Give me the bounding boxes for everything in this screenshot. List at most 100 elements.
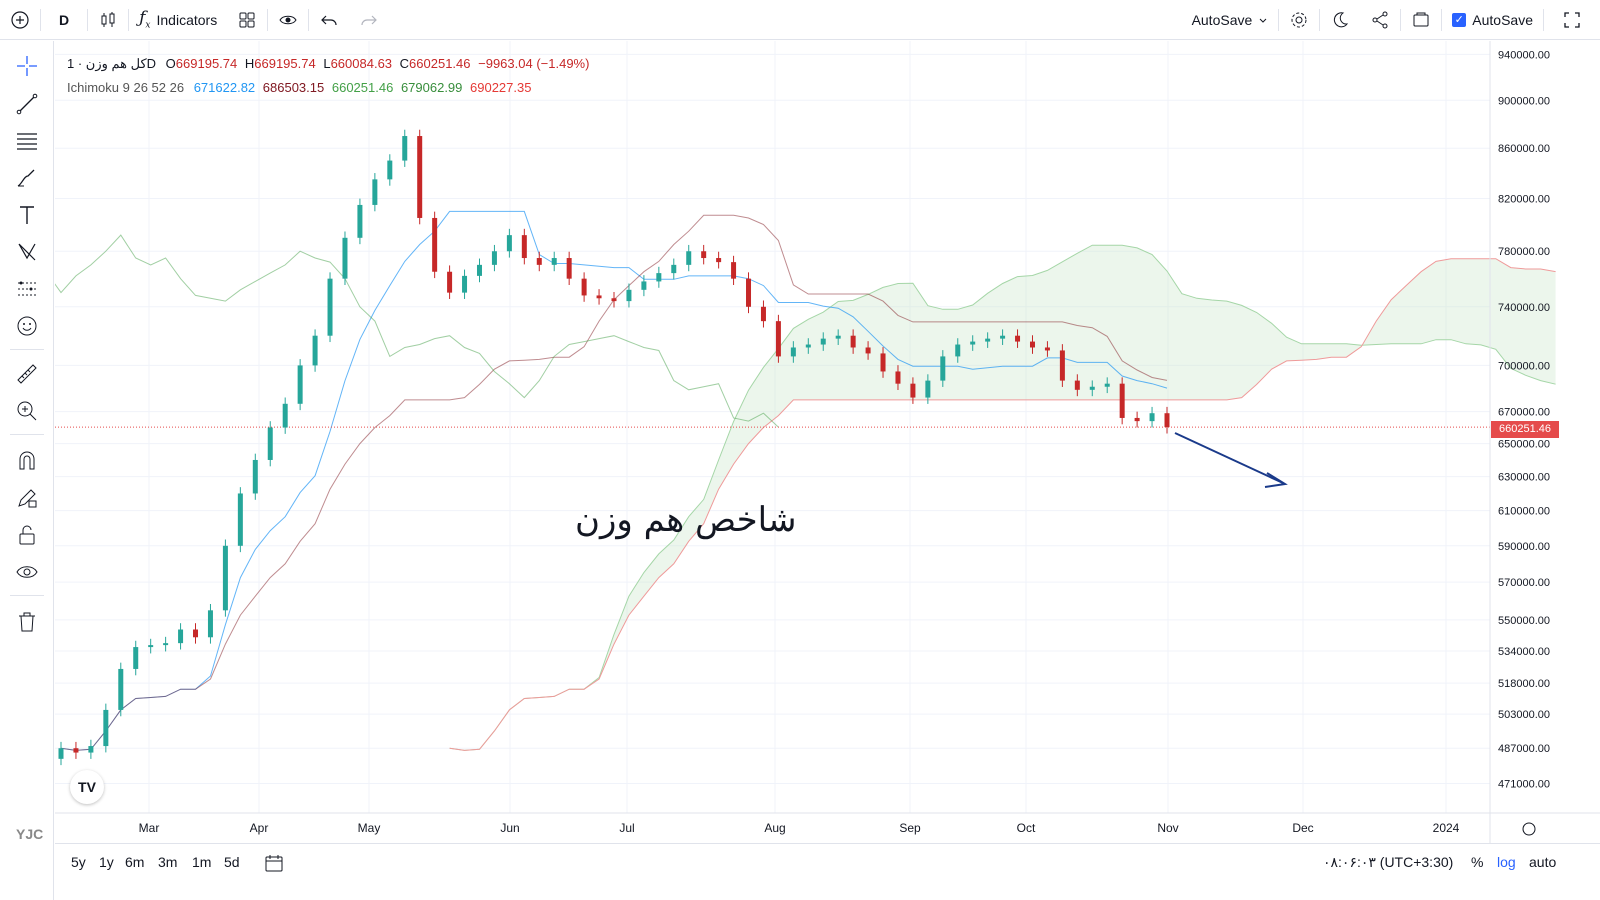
calendar-icon[interactable] [263, 852, 285, 874]
chart-type-button[interactable] [88, 0, 128, 40]
add-symbol-button[interactable] [0, 0, 40, 40]
range-5y[interactable]: 5y [71, 854, 86, 870]
fullscreen-icon [1564, 12, 1580, 28]
range-1m[interactable]: 1m [192, 854, 212, 870]
candle-body [447, 271, 453, 293]
chart-text-annotation[interactable]: شاخص هم وزن [575, 500, 797, 540]
axis-settings-icon[interactable] [1522, 822, 1536, 836]
settings-button[interactable] [1279, 0, 1319, 40]
checkmark-icon: ✓ [1452, 13, 1467, 27]
candle-body [372, 179, 378, 205]
drawing-toolbar [0, 41, 54, 900]
pattern-tool[interactable] [12, 237, 42, 267]
icon-tool[interactable] [12, 311, 42, 341]
candle-body [462, 275, 468, 293]
candle-body [731, 262, 737, 279]
candle-body [118, 668, 124, 710]
time-axis[interactable]: Mar Apr May Jun Jul Aug Sep Oct Nov Dec 2024 [55, 812, 1600, 836]
candle-body [925, 380, 931, 398]
autosave-check-label: AutoSave [1472, 12, 1533, 28]
magnet-tool[interactable] [12, 446, 42, 476]
candle-body [910, 383, 916, 398]
autosave-dropdown[interactable]: AutoSave [1182, 0, 1279, 40]
time-tick-label: Oct [1017, 821, 1036, 835]
indicator-row[interactable]: Ichimoku 9 26 52 26 671622.82 686503.15 … [67, 76, 589, 100]
toolbar-divider [40, 8, 41, 31]
candle-body [222, 545, 228, 611]
candle-body [805, 344, 811, 348]
price-axis[interactable]: 940000.00 900000.00 860000.00 820000.00 7800… [1489, 41, 1550, 843]
crosshair-tool[interactable] [12, 51, 42, 81]
ichimoku-cloud [449, 244, 1556, 751]
visibility-button[interactable] [268, 0, 308, 40]
redo-button[interactable] [349, 0, 389, 40]
magnet-icon [19, 451, 35, 470]
percent-toggle[interactable]: % [1471, 854, 1484, 870]
interval-button[interactable]: D [41, 0, 87, 40]
theme-button[interactable] [1320, 0, 1360, 40]
measure-tool[interactable] [12, 359, 42, 389]
candle-body [686, 251, 692, 265]
autosave-checkbox[interactable]: ✓ AutoSave [1442, 0, 1543, 40]
candle-body [163, 643, 169, 646]
auto-toggle[interactable]: auto [1529, 854, 1557, 870]
share-button[interactable] [1360, 0, 1400, 40]
candle-body [88, 746, 94, 753]
indicators-button[interactable]: ƒx Indicators [129, 0, 227, 40]
trend-arrow-line[interactable] [1174, 432, 1284, 484]
price-tick-label: 610000.00 [1498, 506, 1550, 518]
fib-tool[interactable] [12, 126, 42, 156]
price-tick-label: 650000.00 [1498, 439, 1550, 451]
crosshair-icon [17, 56, 37, 76]
toolbar-divider [1543, 9, 1544, 31]
span-a-value: 679062.99 [400, 80, 463, 95]
remove-drawings-button[interactable] [12, 607, 42, 637]
hide-drawings-button[interactable] [12, 557, 42, 587]
lock-drawings-button[interactable] [12, 520, 42, 550]
range-6m[interactable]: 6m [125, 854, 145, 870]
price-chart[interactable]: 940000.00 900000.00 860000.00 820000.00 7800… [55, 41, 1600, 843]
smiley-icon [17, 316, 37, 336]
layouts-button[interactable] [227, 0, 267, 40]
candle-body [790, 347, 796, 357]
range-5d[interactable]: 5d [224, 854, 240, 870]
range-3m[interactable]: 3m [158, 854, 178, 870]
close-value: 660251.46 [409, 56, 471, 71]
candle-body [1164, 413, 1170, 428]
drawings-layer [1174, 432, 1288, 488]
candle-body [536, 258, 542, 265]
text-tool[interactable] [12, 200, 42, 230]
price-tick-label: 503000.00 [1498, 709, 1550, 721]
function-icon: ƒx [139, 8, 151, 31]
candle-body [551, 258, 557, 265]
price-tick-label: 740000.00 [1498, 302, 1550, 314]
low-label: L [323, 56, 331, 71]
candle-body [1059, 350, 1065, 381]
trendline-tool[interactable] [12, 89, 42, 119]
stay-drawing-tool[interactable] [12, 483, 42, 513]
price-tick-label: 700000.00 [1498, 360, 1550, 372]
toolbar-divider [10, 349, 44, 350]
candle-body [641, 281, 647, 290]
candle-body [178, 629, 184, 644]
undo-button[interactable] [309, 0, 349, 40]
prediction-tool[interactable] [12, 274, 42, 304]
camera-icon [1413, 12, 1429, 27]
range-1y[interactable]: 1y [99, 854, 114, 870]
low-value: 660084.63 [330, 56, 393, 71]
tradingview-logo[interactable]: TV [70, 770, 104, 804]
snapshot-button[interactable] [1401, 0, 1441, 40]
fullscreen-button[interactable] [1544, 0, 1600, 40]
pattern-icon [18, 243, 36, 261]
zoom-tool[interactable] [12, 396, 42, 426]
candle-body [73, 748, 79, 753]
brush-tool[interactable] [12, 163, 42, 193]
candle-body [1134, 417, 1140, 422]
price-tick-label: 471000.00 [1498, 778, 1550, 790]
symbol-name[interactable]: کل هم وزن · 1D [67, 56, 157, 71]
close-label: C [399, 56, 410, 71]
open-label: O [165, 56, 176, 71]
log-toggle[interactable]: log [1497, 854, 1516, 870]
clock-time[interactable]: ۰۸:۰۶:۰۳ (UTC+3:30) [1323, 854, 1454, 870]
toolbar-divider [1400, 9, 1402, 31]
